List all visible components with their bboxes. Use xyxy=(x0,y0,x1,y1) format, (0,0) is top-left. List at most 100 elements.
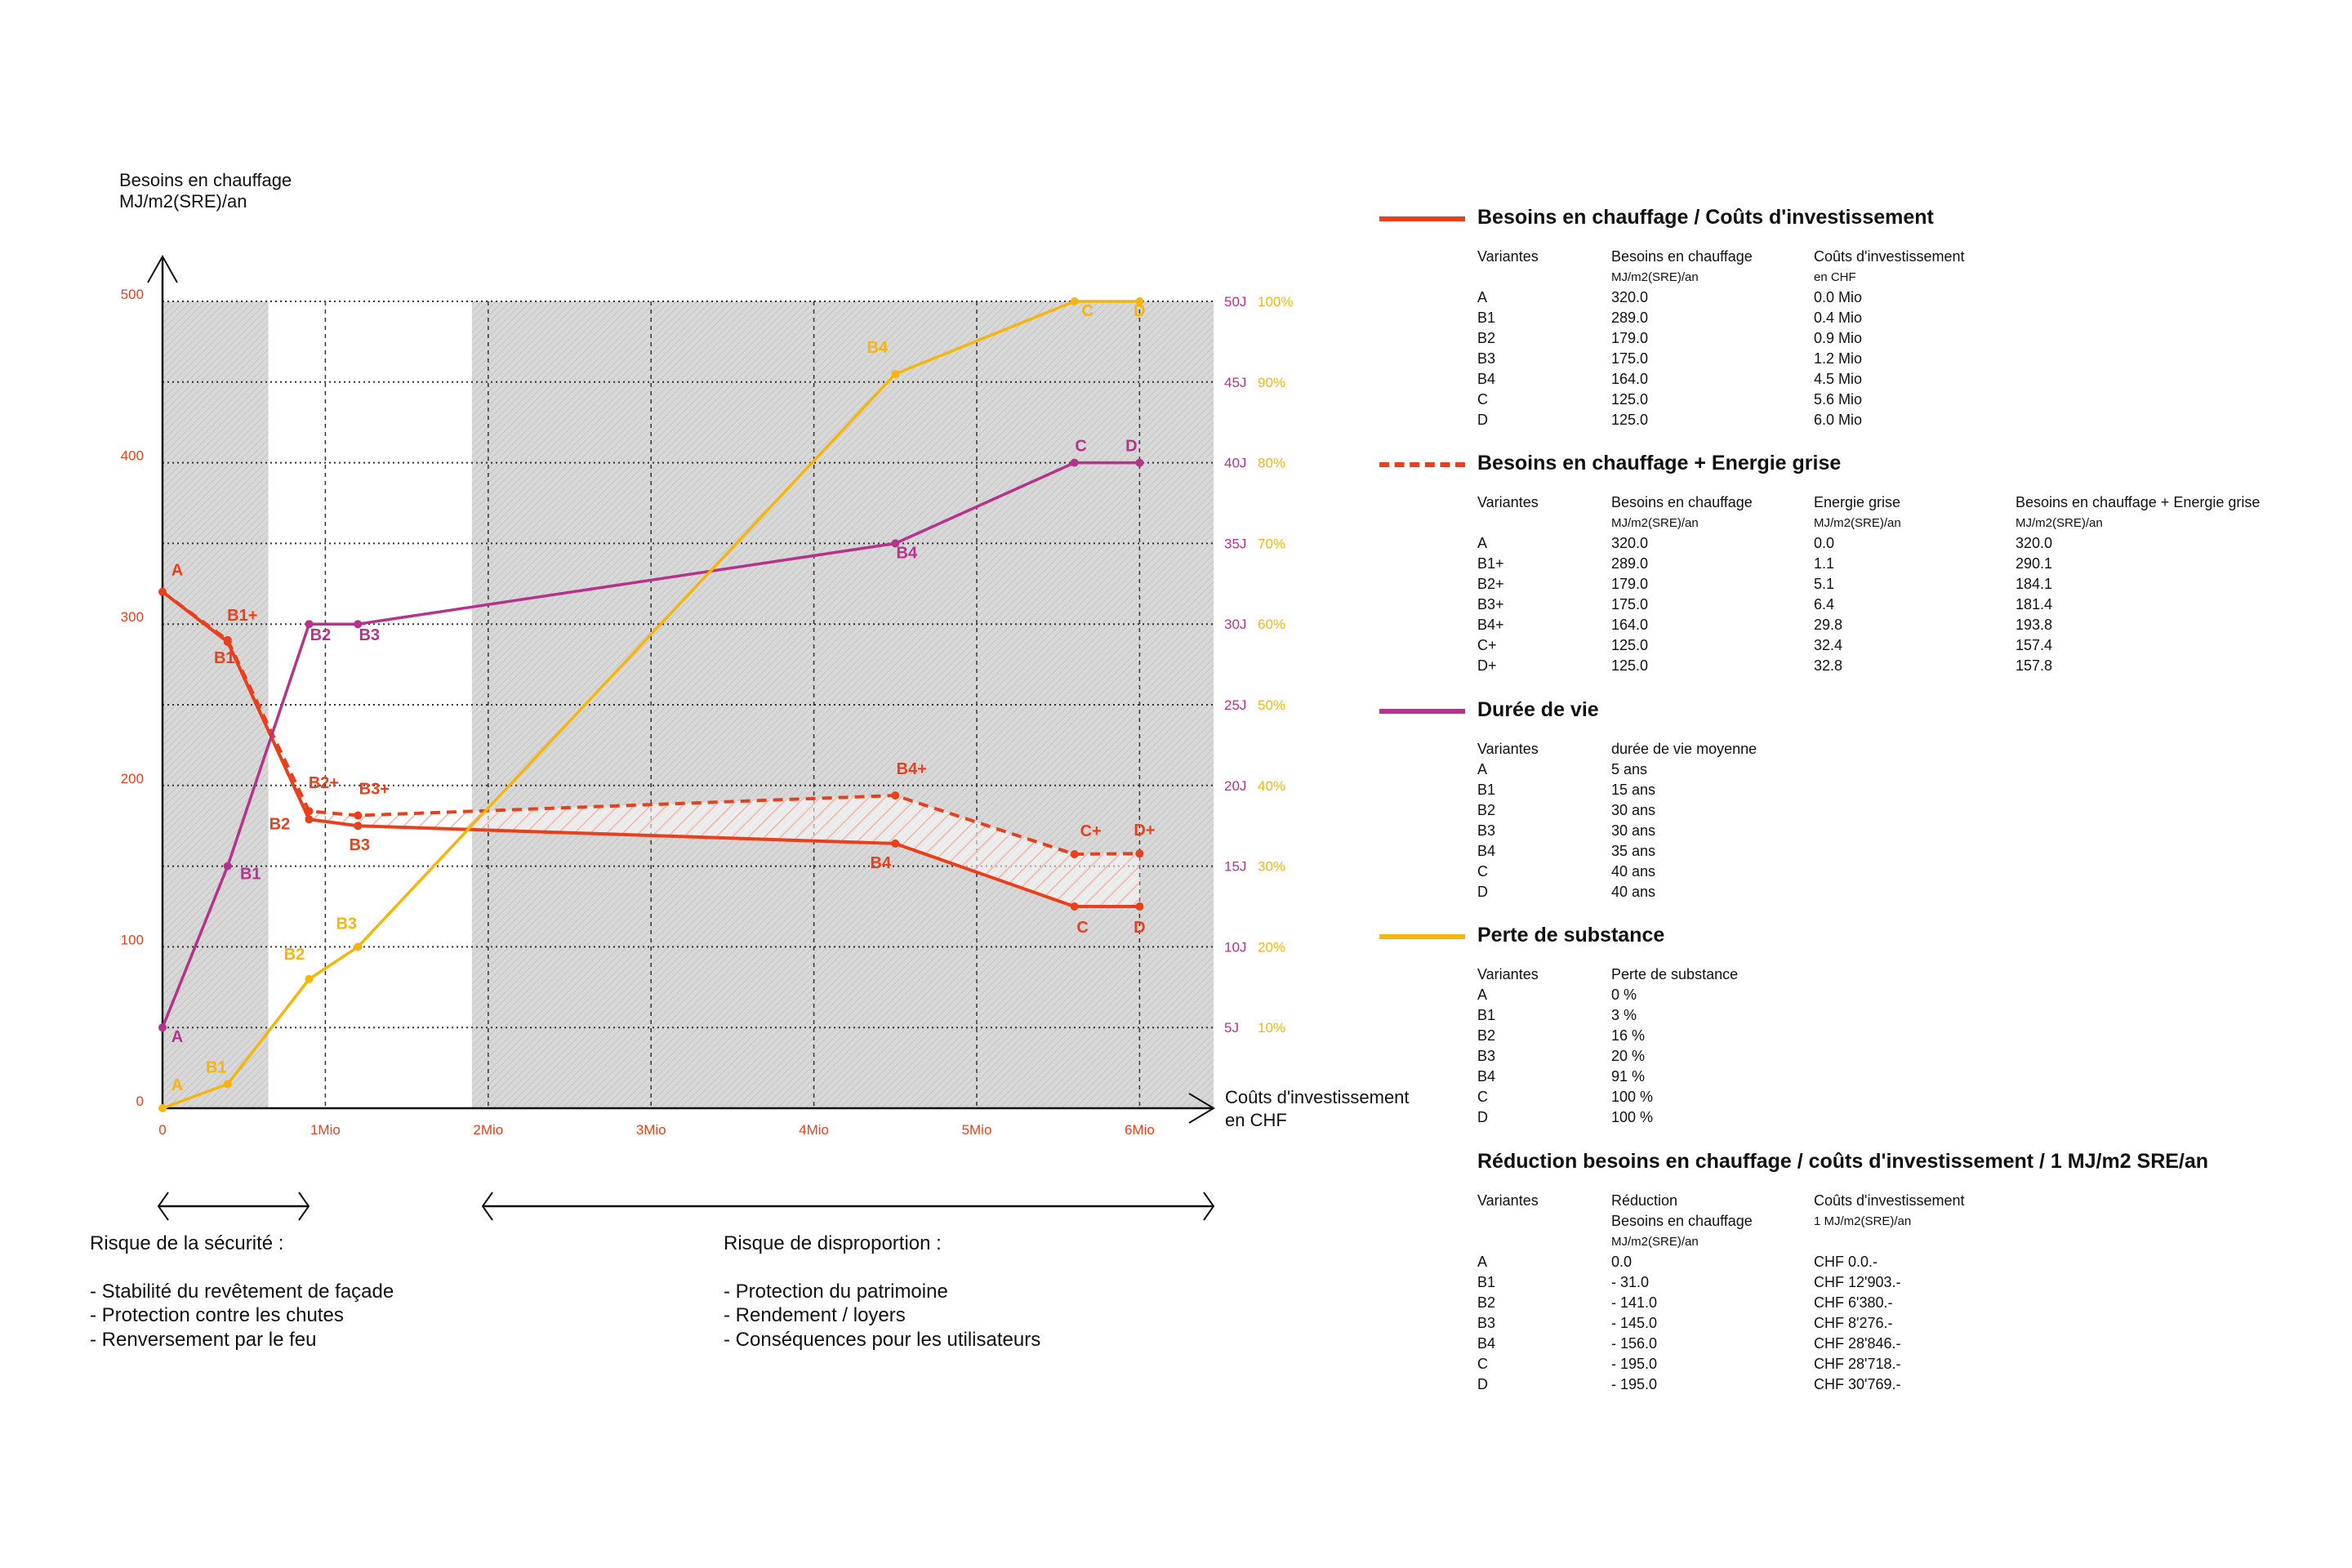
table-cell: B4 xyxy=(1477,1335,1496,1352)
table-cell: A xyxy=(1477,289,1488,305)
table-cell: 3 % xyxy=(1611,1007,1637,1023)
table-cell: CHF 0.0.- xyxy=(1814,1254,1878,1270)
risk-item: - Protection du patrimoine xyxy=(724,1280,948,1303)
right-tick-label-percent: 50% xyxy=(1258,697,1285,713)
table-cell: 184.1 xyxy=(2016,576,2053,592)
table-cell: B3 xyxy=(1477,822,1496,839)
column-header: Réduction xyxy=(1611,1192,1678,1209)
y-axis-title-line1: Besoins en chauffage xyxy=(119,170,292,190)
table-cell: CHF 30'769.- xyxy=(1814,1376,1901,1392)
table-cell: 5 ans xyxy=(1611,761,1648,777)
data-point-lifespan xyxy=(354,620,363,629)
table-cell: - 156.0 xyxy=(1611,1335,1658,1352)
x-axis-arrow-icon xyxy=(1188,1093,1215,1124)
table-cell: 320.0 xyxy=(1611,535,1649,551)
column-header: MJ/m2(SRE)/an xyxy=(2016,516,2103,530)
y-tick-label: 400 xyxy=(121,448,144,464)
table-cell: CHF 28'718.- xyxy=(1814,1356,1901,1372)
right-tick-label-years: 40J xyxy=(1224,456,1246,471)
data-point-substance xyxy=(158,1104,167,1112)
table-cell: 100 % xyxy=(1611,1109,1654,1125)
risk-item: - Protection contre les chutes xyxy=(90,1304,344,1326)
table-cell: 6.4 xyxy=(1814,596,1835,612)
data-label-heating: B2 xyxy=(270,815,291,833)
x-tick-label: 2Mio xyxy=(473,1122,503,1138)
table-cell: 125.0 xyxy=(1611,391,1649,408)
risk-safety: Risque de la sécurité : - Stabilité du r… xyxy=(90,1232,394,1352)
column-header: MJ/m2(SRE)/an xyxy=(1611,270,1699,284)
table-cell: B3 xyxy=(1477,350,1496,367)
column-header: en CHF xyxy=(1814,270,1856,284)
data-label-substance: B4 xyxy=(867,339,889,357)
y-tick-label: 500 xyxy=(121,287,144,302)
risk-disproportion: Risque de disproportion : - Protection d… xyxy=(724,1232,1040,1352)
table-cell: 0.0 Mio xyxy=(1814,289,1863,305)
data-label-heating: B3 xyxy=(349,836,370,854)
right-tick-label-years: 10J xyxy=(1224,939,1246,955)
data-point-heating_grey xyxy=(305,807,314,816)
table-cell: 320.0 xyxy=(2016,535,2053,551)
table-cell: 0.0 xyxy=(1814,535,1835,551)
data-point-lifespan xyxy=(223,862,232,871)
table-cell: C xyxy=(1477,1356,1488,1372)
table-cell: 15 ans xyxy=(1611,782,1656,798)
right-tick-label-percent: 60% xyxy=(1258,617,1285,632)
right-tick-label-percent: 80% xyxy=(1258,456,1285,471)
data-point-heating_grey xyxy=(354,811,363,820)
table-cell: 4.5 Mio xyxy=(1814,371,1863,387)
table-cell: 125.0 xyxy=(1611,412,1649,428)
table-cell: B3 xyxy=(1477,1315,1496,1331)
data-label-heating: B1 xyxy=(214,649,235,667)
data-point-substance xyxy=(305,974,314,983)
table-cell: 320.0 xyxy=(1611,289,1649,305)
grey-energy-difference-area xyxy=(309,795,1140,906)
risk-item: - Renversement par le feu xyxy=(90,1328,317,1351)
table-cell: - 145.0 xyxy=(1611,1315,1658,1331)
data-label-heating_grey: B1+ xyxy=(227,607,257,625)
column-header: durée de vie moyenne xyxy=(1611,741,1757,757)
data-point-substance xyxy=(354,942,363,951)
table-cell: 157.8 xyxy=(2016,657,2053,674)
right-tick-label-percent: 20% xyxy=(1258,939,1285,955)
table-cell: B1 xyxy=(1477,310,1496,326)
table-cell: B2 xyxy=(1477,1294,1496,1311)
table-cell: 40 ans xyxy=(1611,863,1656,880)
right-tick-label-years: 50J xyxy=(1224,294,1246,310)
table-cell: - 141.0 xyxy=(1611,1294,1658,1311)
column-header: MJ/m2(SRE)/an xyxy=(1611,1235,1699,1249)
data-point-lifespan xyxy=(1070,458,1079,467)
right-tick-label-years: 45J xyxy=(1224,375,1246,390)
table-cell: 30 ans xyxy=(1611,802,1656,818)
table-cell: 20 % xyxy=(1611,1048,1646,1064)
data-label-lifespan: B4 xyxy=(897,544,918,562)
table-cell: B4 xyxy=(1477,371,1496,387)
y-axis-arrow-icon xyxy=(147,254,178,283)
right-tick-label-years: 25J xyxy=(1224,697,1246,713)
data-label-lifespan: B1 xyxy=(240,866,261,884)
table-cell: C xyxy=(1477,391,1488,408)
table-cell: 16 % xyxy=(1611,1027,1646,1044)
data-point-heating xyxy=(891,839,900,848)
data-point-heating xyxy=(354,822,363,831)
table-cell: 1.1 xyxy=(1814,555,1835,572)
table-cell: 290.1 xyxy=(2016,555,2053,572)
x-tick-label: 6Mio xyxy=(1125,1122,1155,1138)
table-cell: 5.1 xyxy=(1814,576,1835,592)
table-cell: B4 xyxy=(1477,843,1496,859)
risk-disproportion-title: Risque de disproportion : xyxy=(724,1232,942,1254)
table-cell: 0.9 Mio xyxy=(1814,330,1863,346)
column-header: 1 MJ/m2(SRE)/an xyxy=(1814,1214,1912,1228)
right-tick-label-percent: 30% xyxy=(1258,859,1285,875)
table-cell: B3 xyxy=(1477,1048,1496,1064)
legend-title: Durée de vie xyxy=(1477,698,1599,721)
y-tick-label: 0 xyxy=(136,1094,144,1109)
x-tick-label: 3Mio xyxy=(636,1122,666,1138)
x-tick-label: 4Mio xyxy=(799,1122,829,1138)
table-cell: 193.8 xyxy=(2016,617,2053,633)
column-header: Variantes xyxy=(1477,741,1539,757)
table-cell: 30 ans xyxy=(1611,822,1656,839)
legend-title: Perte de substance xyxy=(1477,924,1665,947)
table-cell: 164.0 xyxy=(1611,617,1649,633)
x-tick-label: 5Mio xyxy=(962,1122,992,1138)
table-cell: 289.0 xyxy=(1611,310,1649,326)
